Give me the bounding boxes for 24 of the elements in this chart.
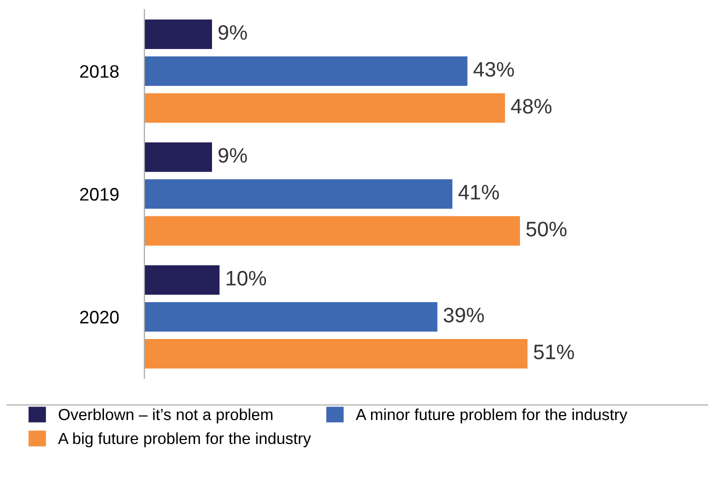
- legend-label: Overblown – it’s not a problem: [58, 408, 272, 424]
- y-tick-label: 2018: [80, 65, 119, 78]
- data-label: 9%: [218, 25, 247, 40]
- bar: [144, 56, 468, 86]
- data-label: 50%: [526, 222, 566, 236]
- y-tick-label: 2019: [80, 188, 119, 201]
- y-tick-label: 2020: [80, 310, 119, 324]
- bar: [144, 93, 505, 123]
- bar: [144, 20, 212, 50]
- bar: [144, 338, 528, 368]
- bar: [144, 302, 438, 332]
- data-label: 51%: [534, 344, 574, 360]
- bar: [144, 265, 220, 295]
- data-label: 41%: [458, 184, 499, 200]
- data-label: 10%: [226, 270, 266, 286]
- bar: [144, 216, 520, 246]
- legend-label: A minor future problem for the industry: [356, 408, 628, 424]
- data-label: 43%: [473, 62, 514, 77]
- legend-label: A big future problem for the industry: [58, 432, 311, 448]
- bar: [144, 179, 452, 209]
- data-label: 9%: [218, 148, 247, 163]
- data-label: 39%: [444, 308, 484, 322]
- bar: [144, 142, 212, 172]
- data-label: 48%: [511, 98, 552, 114]
